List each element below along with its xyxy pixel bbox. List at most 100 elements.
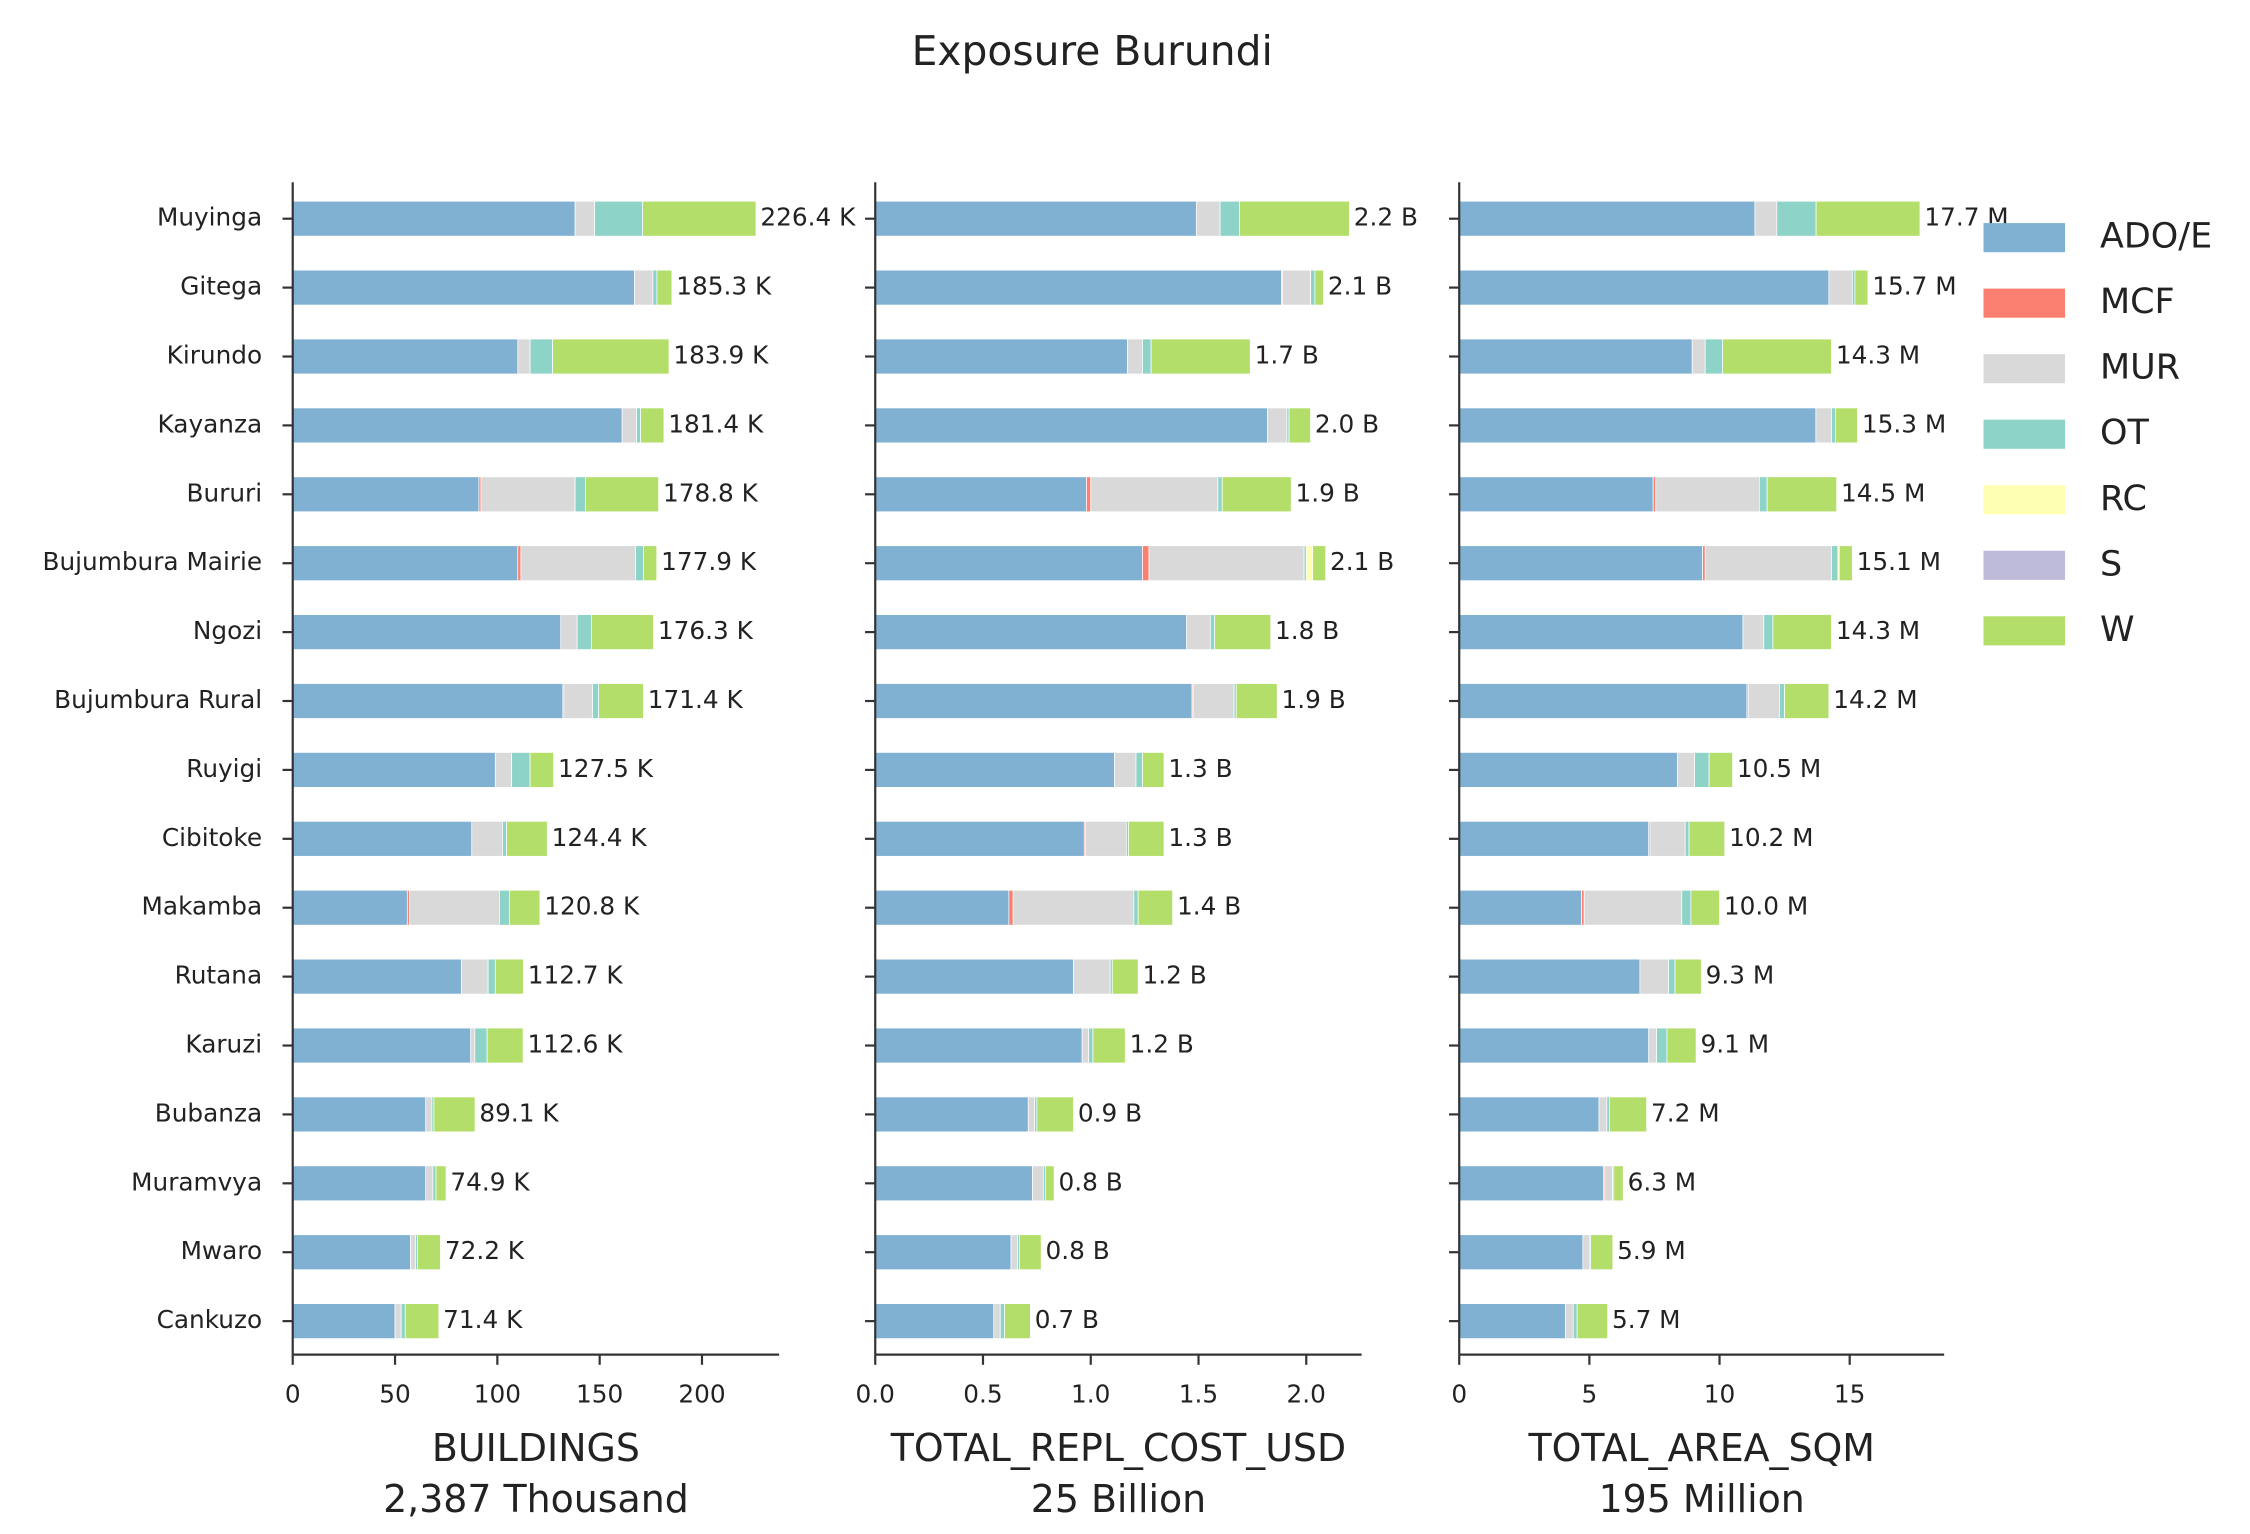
legend-label: MUR [2100, 348, 2180, 388]
x-tick-label: 1.5 [1179, 1379, 1218, 1408]
bar-segment [594, 200, 644, 237]
total-label: 5.9 M [1617, 1236, 1686, 1265]
total-label: 1.7 B [1255, 341, 1319, 370]
bar-segment [517, 545, 522, 582]
bar-segment [1004, 1303, 1031, 1339]
y-tick-label: Gitega [180, 272, 262, 301]
bar-segment [1085, 820, 1127, 857]
total-label: 6.3 M [1628, 1167, 1697, 1196]
total-label: 14.2 M [1833, 685, 1917, 714]
bar-segment [1081, 1027, 1089, 1064]
bar-segment [1217, 476, 1223, 513]
total-label: 14.3 M [1836, 616, 1920, 645]
y-tick-label: Ruyigi [186, 754, 262, 783]
bar-segment [400, 1303, 406, 1339]
bar-segment [292, 1303, 396, 1339]
bar-segment [591, 614, 654, 650]
bar-segment [499, 889, 510, 926]
bar-segment [1666, 1027, 1697, 1064]
bar-segment [1648, 1027, 1657, 1064]
bar-segment [433, 1096, 476, 1133]
bar-segment [1758, 476, 1768, 513]
total-label: 14.3 M [1836, 341, 1920, 370]
bar-segment [1565, 1303, 1574, 1339]
bar-segment [511, 752, 531, 788]
legend-label: ADO/E [2100, 217, 2212, 257]
bar-segment [1639, 958, 1669, 995]
bar-segment [1090, 476, 1219, 513]
bar-segment [1763, 614, 1774, 650]
bar-segment [529, 752, 554, 788]
bar-segment [509, 889, 541, 926]
bar-segment [1590, 1234, 1614, 1271]
bar-segment [1776, 200, 1817, 237]
total-label: 5.7 M [1612, 1305, 1681, 1334]
bar-segment [640, 407, 665, 444]
bar-segment [1458, 1096, 1600, 1133]
total-label: 112.6 K [528, 1030, 624, 1059]
bar-segment [502, 820, 507, 857]
total-label: 171.4 K [648, 685, 744, 714]
bar-segment [1458, 752, 1678, 788]
bar-segment [874, 476, 1087, 513]
total-label: 1.3 B [1168, 823, 1232, 852]
total-label: 1.9 B [1282, 685, 1346, 714]
bar-segment [1045, 1165, 1055, 1202]
bar-segment [1150, 338, 1251, 375]
bar-segment [1128, 820, 1165, 857]
bar-segment [1142, 545, 1150, 582]
bar-segment [993, 1303, 1001, 1339]
x-tick-label: 0 [285, 1379, 301, 1408]
total-label: 2.1 B [1330, 547, 1394, 576]
bar-segment [471, 820, 503, 857]
total-label: 127.5 K [558, 754, 654, 783]
bar-segment [592, 683, 600, 719]
bar-segment [1828, 269, 1853, 306]
total-label: 177.9 K [661, 547, 757, 576]
total-label: 112.7 K [528, 961, 624, 990]
bar-segment [1305, 545, 1314, 582]
legend-swatch [1983, 354, 2066, 384]
total-label: 181.4 K [668, 409, 764, 438]
bar-segment [1779, 683, 1785, 719]
total-label: 10.0 M [1724, 892, 1808, 921]
bar-segment [1656, 1027, 1668, 1064]
y-tick-label: Muramvya [131, 1167, 262, 1196]
y-tick-label: Karuzi [185, 1030, 262, 1059]
bar-segment [1458, 545, 1703, 582]
bar-segment [1694, 752, 1710, 788]
y-tick-label: Bujumbura Mairie [43, 547, 263, 576]
bar-segment [461, 958, 489, 995]
y-tick-label: Cibitoke [162, 823, 262, 852]
bar-segment [1209, 614, 1216, 650]
bar-segment [874, 545, 1143, 582]
bar-segment [560, 614, 578, 650]
x-tick-label: 100 [474, 1379, 521, 1408]
legend-label: OT [2100, 413, 2149, 453]
x-axis-total: 195 Million [1599, 1477, 1805, 1521]
bar-segment [1684, 820, 1690, 857]
y-tick-label: Cankuzo [157, 1305, 263, 1334]
total-label: 185.3 K [676, 272, 772, 301]
bar-segment [1655, 476, 1760, 513]
bar-segment [999, 1303, 1005, 1339]
x-axis-label: TOTAL_REPL_COST_USD [890, 1426, 1346, 1470]
bar-segment [1127, 338, 1143, 375]
bar-segment [1314, 269, 1324, 306]
bar-segment [1027, 1096, 1036, 1133]
bar-segment [1604, 1165, 1613, 1202]
total-label: 183.9 K [673, 341, 769, 370]
bar-segment [1704, 338, 1724, 375]
total-label: 72.2 K [445, 1236, 525, 1265]
bar-segment [1747, 683, 1780, 719]
bar-segment [404, 1303, 440, 1339]
total-label: 15.1 M [1857, 547, 1941, 576]
bar-segment [643, 545, 658, 582]
y-tick-label: Muyinga [157, 203, 262, 232]
bar-segment [636, 407, 641, 444]
bar-segment [552, 338, 670, 375]
bar-segment [1815, 200, 1921, 237]
bar-segment [874, 683, 1193, 719]
bar-segment [1219, 200, 1240, 237]
bar-segment [874, 1165, 1033, 1202]
